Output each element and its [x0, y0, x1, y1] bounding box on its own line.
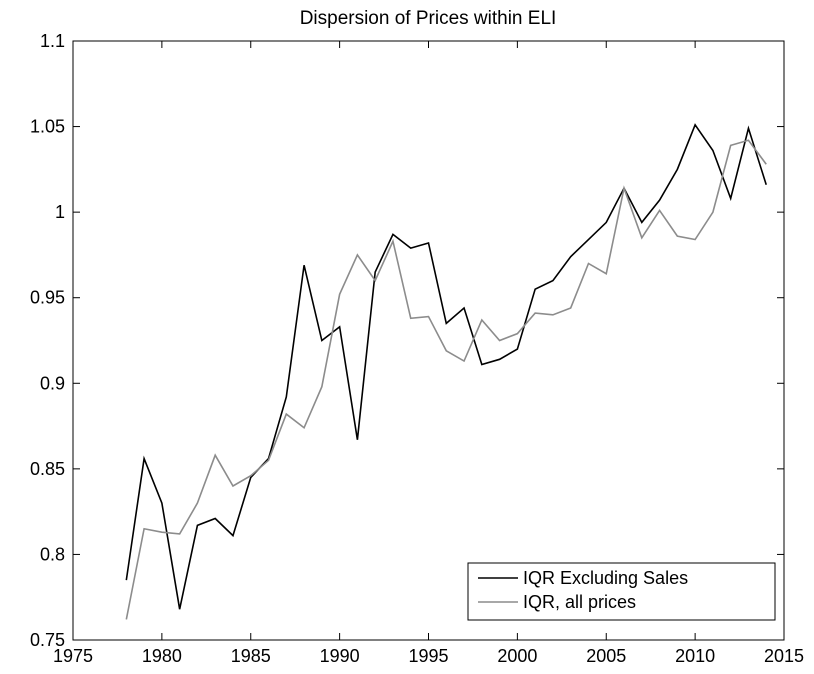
legend-box — [467, 562, 776, 621]
x-tick-label: 1995 — [408, 646, 448, 666]
line-series — [125, 139, 767, 620]
legend-label: IQR, all prices — [523, 592, 636, 612]
y-tick-label: 0.9 — [40, 373, 65, 393]
chart-title: Dispersion of Prices within ELI — [300, 8, 557, 29]
line-series — [125, 123, 767, 610]
x-tick-label: 2000 — [497, 646, 537, 666]
y-tick-label: 1 — [55, 202, 65, 222]
x-tick-label: 1985 — [231, 646, 271, 666]
x-tick-label: 2015 — [764, 646, 804, 666]
x-tick-label: 1975 — [53, 646, 93, 666]
x-tick-label: 2010 — [675, 646, 715, 666]
y-tick-label: 1.1 — [40, 31, 65, 51]
y-tick-label: 0.75 — [30, 630, 65, 650]
y-tick-label: 1.05 — [30, 117, 65, 137]
y-tick-label: 0.8 — [40, 544, 65, 564]
plot-frame — [72, 40, 785, 641]
y-tick-label: 0.85 — [30, 459, 65, 479]
y-tick-label: 0.95 — [30, 288, 65, 308]
x-tick-label: 1980 — [142, 646, 182, 666]
legend-label: IQR Excluding Sales — [523, 568, 688, 588]
x-tick-label: 1990 — [320, 646, 360, 666]
x-tick-label: 2005 — [586, 646, 626, 666]
